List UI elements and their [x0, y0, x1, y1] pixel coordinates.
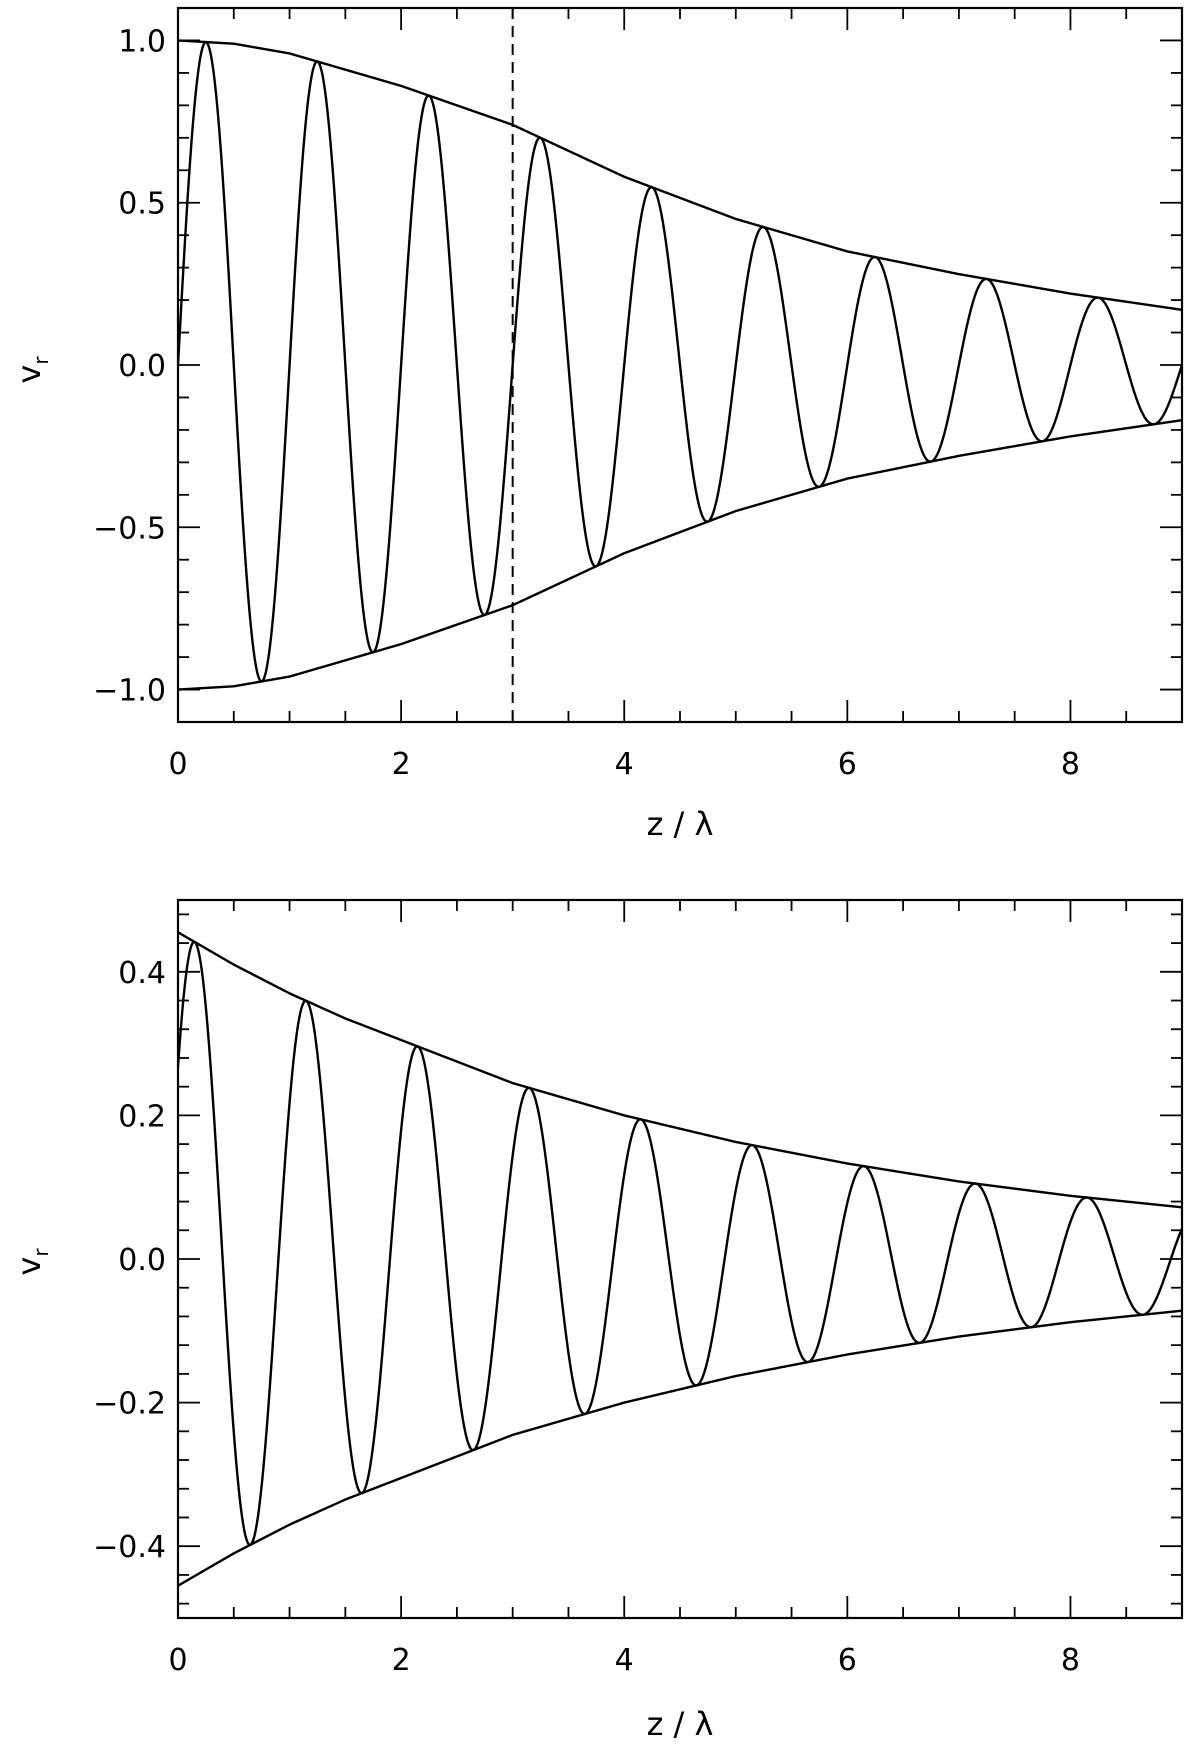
x-tick-label: 8 [1061, 747, 1080, 782]
y-tick-label: 0.5 [118, 187, 166, 222]
x-tick-label: 8 [1061, 1643, 1080, 1678]
y-tick-label: −0.2 [93, 1387, 166, 1422]
x-axis-label: z / λ [647, 805, 714, 843]
x-tick-label: 4 [615, 747, 634, 782]
y-axis-label: vr [10, 356, 53, 384]
x-tick-label: 4 [615, 1643, 634, 1678]
x-tick-label: 0 [168, 747, 187, 782]
upper-envelope-line [178, 39, 1182, 312]
x-tick-label: 2 [392, 1643, 411, 1678]
x-axis-label: z / λ [647, 1705, 714, 1743]
y-tick-label: 0.4 [118, 956, 166, 991]
plot-frame [176, 898, 1184, 1620]
top-panel: 0 2 4 6 8 −1.0 −0.5 0.0 0.5 1.0 z / λ vr [10, 6, 1184, 843]
oscillation-line [178, 40, 1182, 683]
x-tick-label: 2 [392, 747, 411, 782]
x-tick-label: 0 [168, 1643, 187, 1678]
y-tick-label: −0.5 [93, 511, 166, 546]
oscillation-line [178, 940, 1182, 1547]
y-tick-label: 0.0 [118, 349, 166, 384]
y-tick-label: −0.4 [93, 1530, 166, 1565]
y-tick-label: −1.0 [93, 674, 166, 709]
y-tick-label: 1.0 [118, 24, 166, 59]
upper-envelope-line [178, 931, 1182, 1209]
y-tick-label: 0.0 [118, 1243, 166, 1278]
bottom-panel: 0 2 4 6 8 −0.4 −0.2 0.0 0.2 0.4 z / λ vr [10, 898, 1184, 1743]
y-tick-label: 0.2 [118, 1099, 166, 1134]
lower-envelope-line [178, 1309, 1182, 1587]
y-axis-label: vr [10, 1248, 53, 1276]
x-tick-label: 6 [838, 1643, 857, 1678]
lower-envelope-line [178, 418, 1182, 691]
x-tick-label: 6 [838, 747, 857, 782]
